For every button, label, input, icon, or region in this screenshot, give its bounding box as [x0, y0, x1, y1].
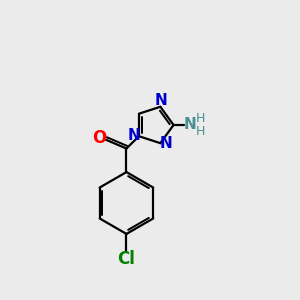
Text: N: N — [155, 93, 168, 108]
Text: N: N — [159, 136, 172, 151]
Text: Cl: Cl — [118, 250, 135, 268]
Text: N: N — [127, 128, 140, 143]
Text: H: H — [195, 112, 205, 125]
Text: N: N — [184, 118, 196, 133]
Text: H: H — [195, 125, 205, 138]
Text: O: O — [92, 129, 106, 147]
